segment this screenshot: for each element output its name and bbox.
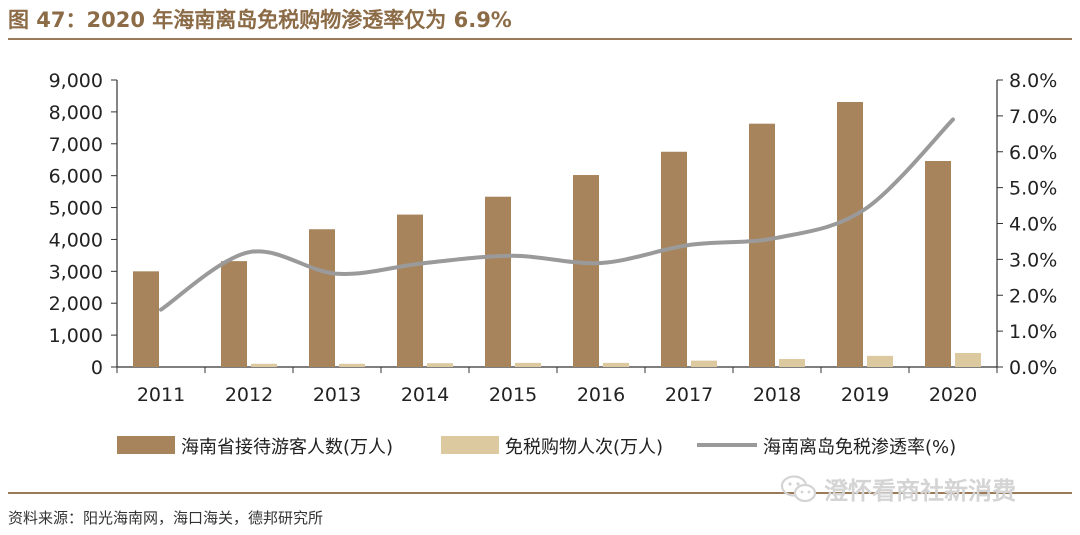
bar-dutyfree-shoppers (779, 359, 805, 367)
y-right-tick-label: 8.0% (1009, 70, 1057, 92)
top-divider (8, 38, 1072, 40)
bar-dutyfree-shoppers (691, 360, 717, 367)
y-left-tick-label: 3,000 (49, 261, 103, 283)
y-left-tick-label: 0 (91, 357, 103, 379)
y-left-tick-label: 7,000 (49, 134, 103, 156)
wechat-icon (780, 474, 817, 502)
x-tick-label: 2013 (313, 384, 361, 406)
y-right-tick-label: 2.0% (1009, 285, 1057, 307)
y-left-tick-label: 5,000 (49, 198, 103, 220)
source-note: 资料来源：阳光海南网，海口海关，德邦研究所 (8, 509, 324, 527)
chart-title: 图 47：2020 年海南离岛免税购物渗透率仅为 6.9% (8, 8, 512, 32)
bar-visitors (925, 160, 951, 367)
legend-label-shoppers: 免税购物人次(万人) (505, 437, 663, 458)
x-tick-label: 2011 (137, 384, 185, 406)
y-left-tick-label: 2,000 (49, 293, 103, 315)
bar-visitors (749, 123, 775, 367)
bar-visitors (221, 261, 247, 367)
bar-visitors (573, 175, 599, 367)
bottom-divider (8, 492, 1072, 494)
watermark: 澄怀看商社新消费 (780, 471, 1016, 506)
legend-label-rate: 海南离岛免税渗透率(%) (763, 437, 956, 458)
y-right-tick-label: 7.0% (1009, 106, 1057, 128)
bar-visitors (133, 271, 159, 367)
bar-dutyfree-shoppers (251, 363, 277, 367)
y-right-tick-label: 6.0% (1009, 142, 1057, 164)
y-left-tick-label: 4,000 (49, 229, 103, 251)
x-tick-label: 2016 (577, 384, 625, 406)
x-tick-label: 2015 (489, 384, 537, 406)
x-tick-label: 2017 (665, 384, 713, 406)
bar-visitors (837, 102, 863, 368)
y-right-tick-label: 5.0% (1009, 178, 1057, 200)
bar-dutyfree-shoppers (427, 363, 453, 367)
bar-visitors (309, 229, 335, 367)
y-right-tick-label: 3.0% (1009, 249, 1057, 271)
x-tick-label: 2014 (401, 384, 449, 406)
bar-visitors (485, 196, 511, 367)
watermark-text: 澄怀看商社新消费 (824, 477, 1016, 505)
chart: 0 1,000 2,000 3,000 4,000 5,000 6,000 7,000 8,00… (49, 70, 1058, 458)
bar-dutyfree-shoppers (867, 355, 893, 367)
bar-visitors (661, 151, 687, 367)
bar-visitors (397, 214, 423, 367)
x-tick-label: 2019 (841, 384, 889, 406)
legend-swatch-visitors (117, 436, 175, 454)
x-tick-label: 2018 (753, 384, 801, 406)
line-penetration-rate (159, 117, 955, 312)
y-right-tick-label: 0.0% (1009, 357, 1057, 379)
bar-dutyfree-shoppers (515, 362, 541, 367)
y-left-tick-label: 1,000 (49, 325, 103, 347)
y-left-tick-label: 6,000 (49, 166, 103, 188)
y-left-tick-label: 9,000 (49, 70, 103, 92)
legend-swatch-shoppers (441, 436, 499, 454)
x-tick-label: 2012 (225, 384, 273, 406)
bar-dutyfree-shoppers (603, 362, 629, 367)
y-right-tick-label: 4.0% (1009, 214, 1057, 236)
bar-dutyfree-shoppers (955, 352, 981, 367)
legend-label-visitors: 海南省接待游客人数(万人) (181, 437, 393, 458)
y-left-tick-label: 8,000 (49, 102, 103, 124)
y-right-tick-label: 1.0% (1009, 321, 1057, 343)
x-tick-label: 2020 (929, 384, 977, 406)
bar-dutyfree-shoppers (339, 363, 365, 367)
